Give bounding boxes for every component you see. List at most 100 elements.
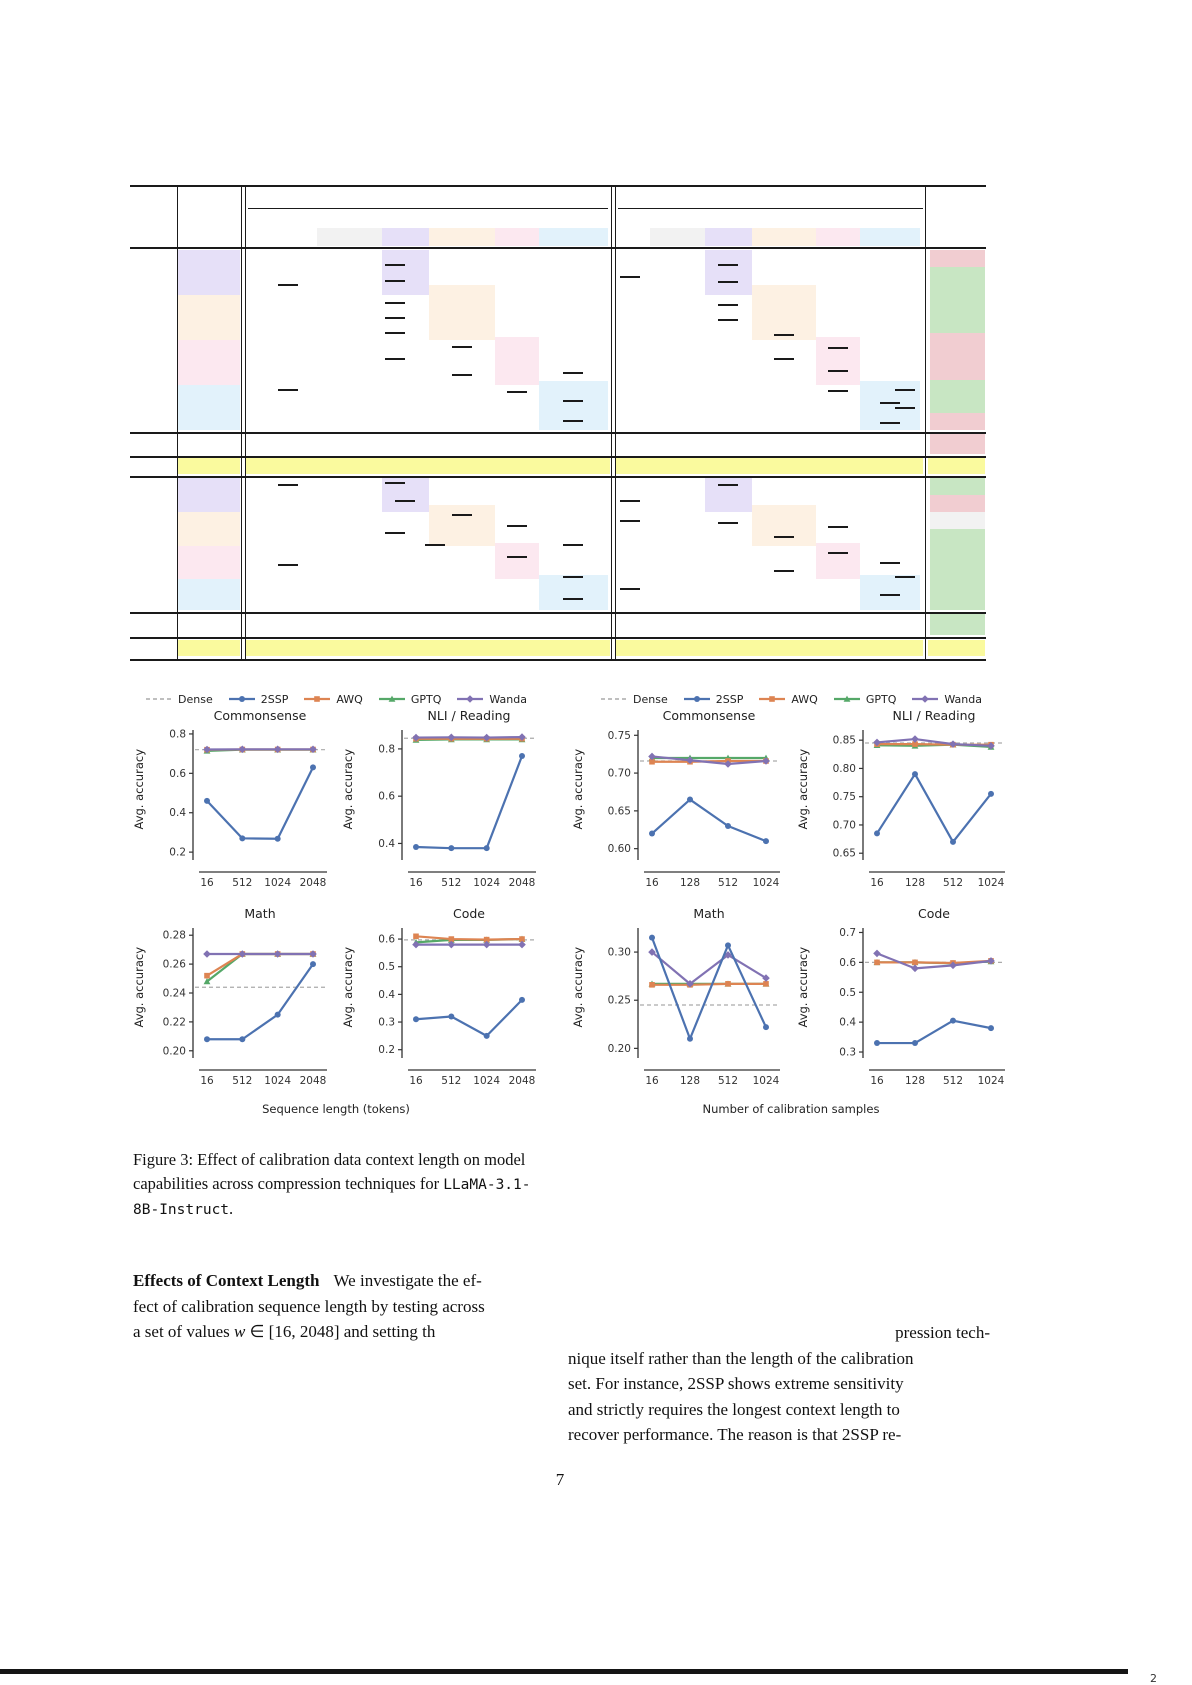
svg-text:NLI / Reading: NLI / Reading [893,708,976,723]
table-redacted-value [828,552,848,554]
table-redacted-value [620,500,640,502]
legend-swatch-gptq [378,695,405,702]
caption-text: Effect of calibration data context lengt… [133,1150,526,1193]
table-redacted-value [563,400,583,402]
svg-text:512: 512 [441,877,461,889]
svg-text:0.2: 0.2 [378,1044,395,1056]
legend-item-dense: Dense [600,693,668,706]
svg-text:512: 512 [718,1075,738,1087]
svg-text:0.30: 0.30 [608,947,631,959]
svg-text:512: 512 [232,877,252,889]
table-cmidrule [248,208,608,209]
table-diagonal-cell [705,250,752,295]
table-average-row [246,640,610,656]
table-vertical-rule [177,185,178,661]
table-delta-cell [930,413,985,430]
svg-text:0.80: 0.80 [833,763,856,775]
legend-label: 2SSP [260,692,289,706]
table-redacted-value [880,422,900,424]
svg-text:0.85: 0.85 [833,735,856,747]
table-redacted-value [718,281,738,283]
chart-legend: Dense 2SSP AWQ GPTQ Wanda [130,692,542,706]
chart-grid: Avg. accuracy Commonsense 0.60 0.65 0.70 0.75… [566,708,1016,1102]
body-text: We investigate the ef- [333,1271,482,1290]
chart-grid: Avg. accuracy Commonsense 0.2 0.4 0.6 0.8 16 51… [130,708,542,1102]
table-diagonal-cell [816,543,860,579]
svg-text:Math: Math [244,906,275,921]
chart-cell: Avg. accuracy Commonsense 0.2 0.4 0.6 0.8 16 51… [132,708,331,904]
legend-swatch-2ssp [683,696,710,702]
svg-text:0.24: 0.24 [163,988,187,1000]
table-redacted-value [507,391,527,393]
table-redacted-value [880,594,900,596]
table-redacted-value [385,358,405,360]
x-axis-label: Sequence length (tokens) [262,1102,410,1116]
table-delta-cell [930,478,985,495]
table-average-row [246,458,610,474]
caption-suffix: . [229,1199,234,1218]
paragraph-effects-of-context-length: Effects of Context Length We investigate … [133,1268,549,1345]
chart-legend: Dense 2SSP AWQ GPTQ Wanda [566,692,1016,706]
body-text-line: a set of values w ∈ [16, 2048] and setti… [133,1319,549,1345]
legend-item-2ssp: 2SSP [228,692,289,706]
table-diagonal-cell [495,543,539,579]
table-rule [130,659,986,661]
svg-text:0.70: 0.70 [833,819,856,831]
chart-commonsense-right: Commonsense 0.60 0.65 0.70 0.75 16 128 512 1024 [608,708,780,889]
svg-text:0.75: 0.75 [608,730,631,742]
y-axis-label: Avg. accuracy [341,748,355,830]
table-rule [130,637,986,639]
svg-text:16: 16 [645,1075,659,1087]
table-header-swatch [495,228,539,246]
svg-text:0.4: 0.4 [378,838,395,850]
legend-swatch-wanda [912,695,939,703]
table-average-row [616,640,923,656]
y-axis-label: Avg. accuracy [341,946,355,1028]
table-header-swatch [317,228,382,246]
legend-swatch-awq [304,696,331,702]
body-text: and setting th [339,1322,436,1341]
table-delta-cell [930,250,985,267]
table-redacted-value [774,570,794,572]
svg-text:1024: 1024 [753,1075,780,1087]
legend-swatch-awq [759,696,786,702]
table-header-swatch [816,228,860,246]
table-redacted-value [278,484,298,486]
svg-text:1024: 1024 [978,877,1005,889]
svg-text:0.60: 0.60 [608,843,631,855]
table-redacted-value [452,514,472,516]
body-text-line: recover performance. The reason is that … [568,1425,902,1444]
svg-text:0.75: 0.75 [833,791,856,803]
svg-text:512: 512 [232,1075,252,1087]
table-diagonal-cell [429,285,495,340]
table-rowgroup-band [178,512,240,546]
table-rowgroup-band [178,295,240,340]
svg-text:Commonsense: Commonsense [663,708,756,723]
svg-text:0.65: 0.65 [608,805,631,817]
table-redacted-value [718,484,738,486]
body-text-line: and strictly requires the longest contex… [568,1399,900,1419]
legend-label: Wanda [944,692,982,706]
svg-text:0.4: 0.4 [169,807,186,819]
table-rule [130,185,986,187]
table-diagonal-cell [705,478,752,512]
svg-text:512: 512 [943,877,963,889]
table-redacted-value [880,402,900,404]
legend-swatch-wanda [457,695,484,703]
table-redacted-value [385,264,405,266]
svg-text:0.65: 0.65 [833,848,856,860]
table-delta-cell [930,434,985,454]
table-redacted-value [278,389,298,391]
legend-item-wanda: Wanda [911,693,982,706]
table-redacted-value [563,598,583,600]
table-header-swatch [705,228,752,246]
table-delta-cell [930,380,985,413]
table-average-row [178,640,240,656]
svg-text:1024: 1024 [473,1075,500,1087]
legend-label: GPTQ [865,692,897,706]
table-redacted-value [718,264,738,266]
svg-text:0.6: 0.6 [378,934,395,946]
table-redacted-value [895,576,915,578]
table-redacted-value [895,407,915,409]
chart-code-right: Code 0.3 0.4 0.5 0.6 0.7 16 128 512 1024 [839,906,1005,1087]
